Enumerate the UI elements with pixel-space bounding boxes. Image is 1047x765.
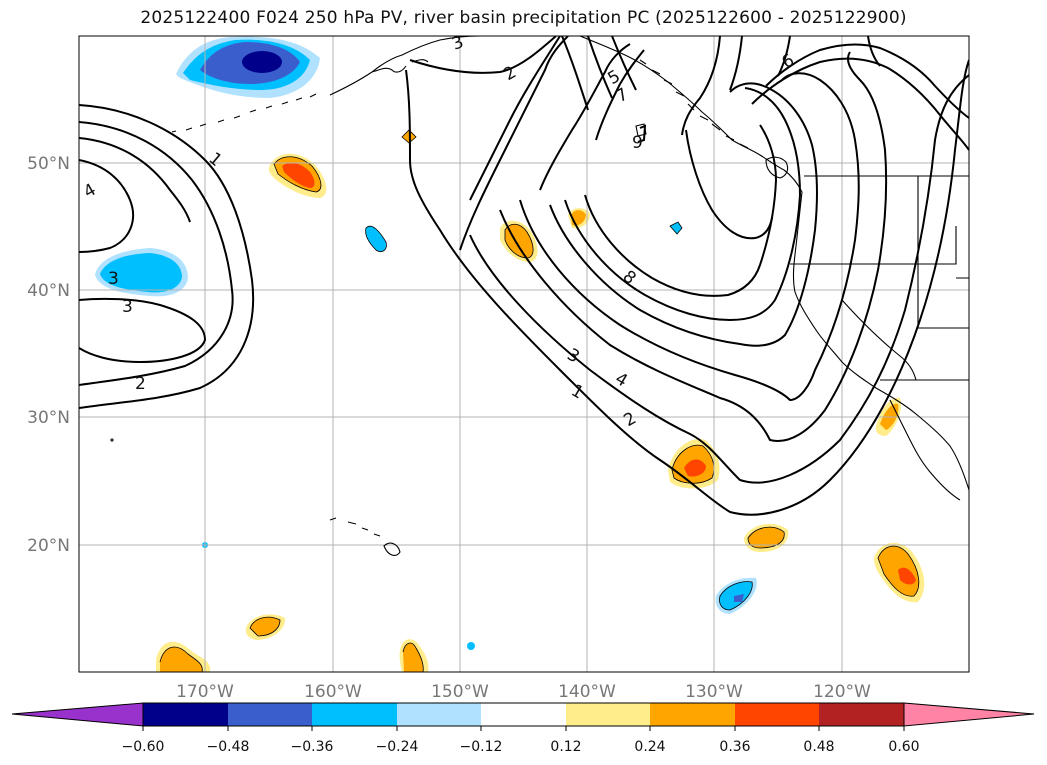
lon-label: 150°W xyxy=(431,682,489,702)
gridlines xyxy=(79,36,969,672)
colorbar-extend-low xyxy=(11,702,144,727)
colorbar-segment xyxy=(566,703,650,726)
colorbar-tick-label: −0.12 xyxy=(460,739,503,755)
colorbar-segment xyxy=(312,703,397,726)
anomaly-negative xyxy=(242,51,282,73)
anomaly-positive xyxy=(684,459,706,477)
coastlines xyxy=(110,36,969,556)
anomaly-positive xyxy=(282,162,315,188)
map-frame xyxy=(78,35,970,673)
colorbar-segment xyxy=(228,703,312,726)
shaded-anomalies xyxy=(95,36,925,672)
anomaly-positive xyxy=(748,527,785,548)
lon-axis-labels: 170°W 160°W 150°W 140°W 130°W 120°W xyxy=(176,682,871,702)
contour-label: 9 xyxy=(632,133,643,153)
map-title: 2025122400 F024 250 hPa PV, river basin … xyxy=(140,8,907,28)
colorbar-tick-label: −0.36 xyxy=(291,739,334,755)
colorbar-segment xyxy=(481,703,566,726)
colorbar-extend-high xyxy=(903,702,1035,727)
lon-label: 160°W xyxy=(304,682,362,702)
anomaly-positive xyxy=(160,647,203,672)
map-panel: 1 4 3 3 2 2 3 5 7 9 6 8 3 4 1 2 xyxy=(79,32,969,672)
anomaly-negative xyxy=(365,225,387,252)
colorbar-tick-label: −0.60 xyxy=(122,739,165,755)
colorbar-segment xyxy=(143,703,228,726)
anomaly-positive xyxy=(505,224,534,258)
lon-label: 170°W xyxy=(176,682,234,702)
colorbar-segment xyxy=(650,703,735,726)
colorbar-tick-label: −0.24 xyxy=(376,739,419,755)
contour-label: 2 xyxy=(135,374,146,394)
lat-label: 20°N xyxy=(27,536,70,556)
colorbar-tick-label: 0.12 xyxy=(550,739,581,755)
contour-label: 3 xyxy=(122,297,133,317)
colorbar-segment xyxy=(735,703,819,726)
anomaly-positive xyxy=(250,617,280,636)
contour-label: 3 xyxy=(449,32,466,54)
colorbar-tick-label: −0.48 xyxy=(207,739,250,755)
lon-label: 130°W xyxy=(685,682,743,702)
colorbar-segment xyxy=(819,703,904,726)
anomaly-negative xyxy=(467,642,475,650)
colorbar-tick-label: 0.60 xyxy=(888,739,919,755)
pv-contours xyxy=(79,36,969,516)
anomaly-negative xyxy=(669,221,683,235)
lat-label: 50°N xyxy=(27,154,70,174)
lat-label: 40°N xyxy=(27,281,70,301)
colorbar-tick-label: 0.48 xyxy=(803,739,834,755)
contour-label: 3 xyxy=(108,269,119,289)
colorbar-segment xyxy=(397,703,481,726)
anomaly-negative xyxy=(100,253,182,293)
lon-label: 120°W xyxy=(813,682,871,702)
anomaly-positive xyxy=(403,643,424,672)
colorbar-tick-label: 0.24 xyxy=(634,739,665,755)
anomaly-positive xyxy=(898,567,916,585)
colorbar: −0.60 −0.48 −0.36 −0.24 −0.12 0.12 0.24 … xyxy=(11,702,1035,755)
lat-axis-labels: 50°N 40°N 30°N 20°N xyxy=(27,154,70,556)
lat-label: 30°N xyxy=(27,408,70,428)
colorbar-tick-label: 0.36 xyxy=(719,739,750,755)
anomaly-negative xyxy=(734,594,744,602)
lon-label: 140°W xyxy=(558,682,616,702)
